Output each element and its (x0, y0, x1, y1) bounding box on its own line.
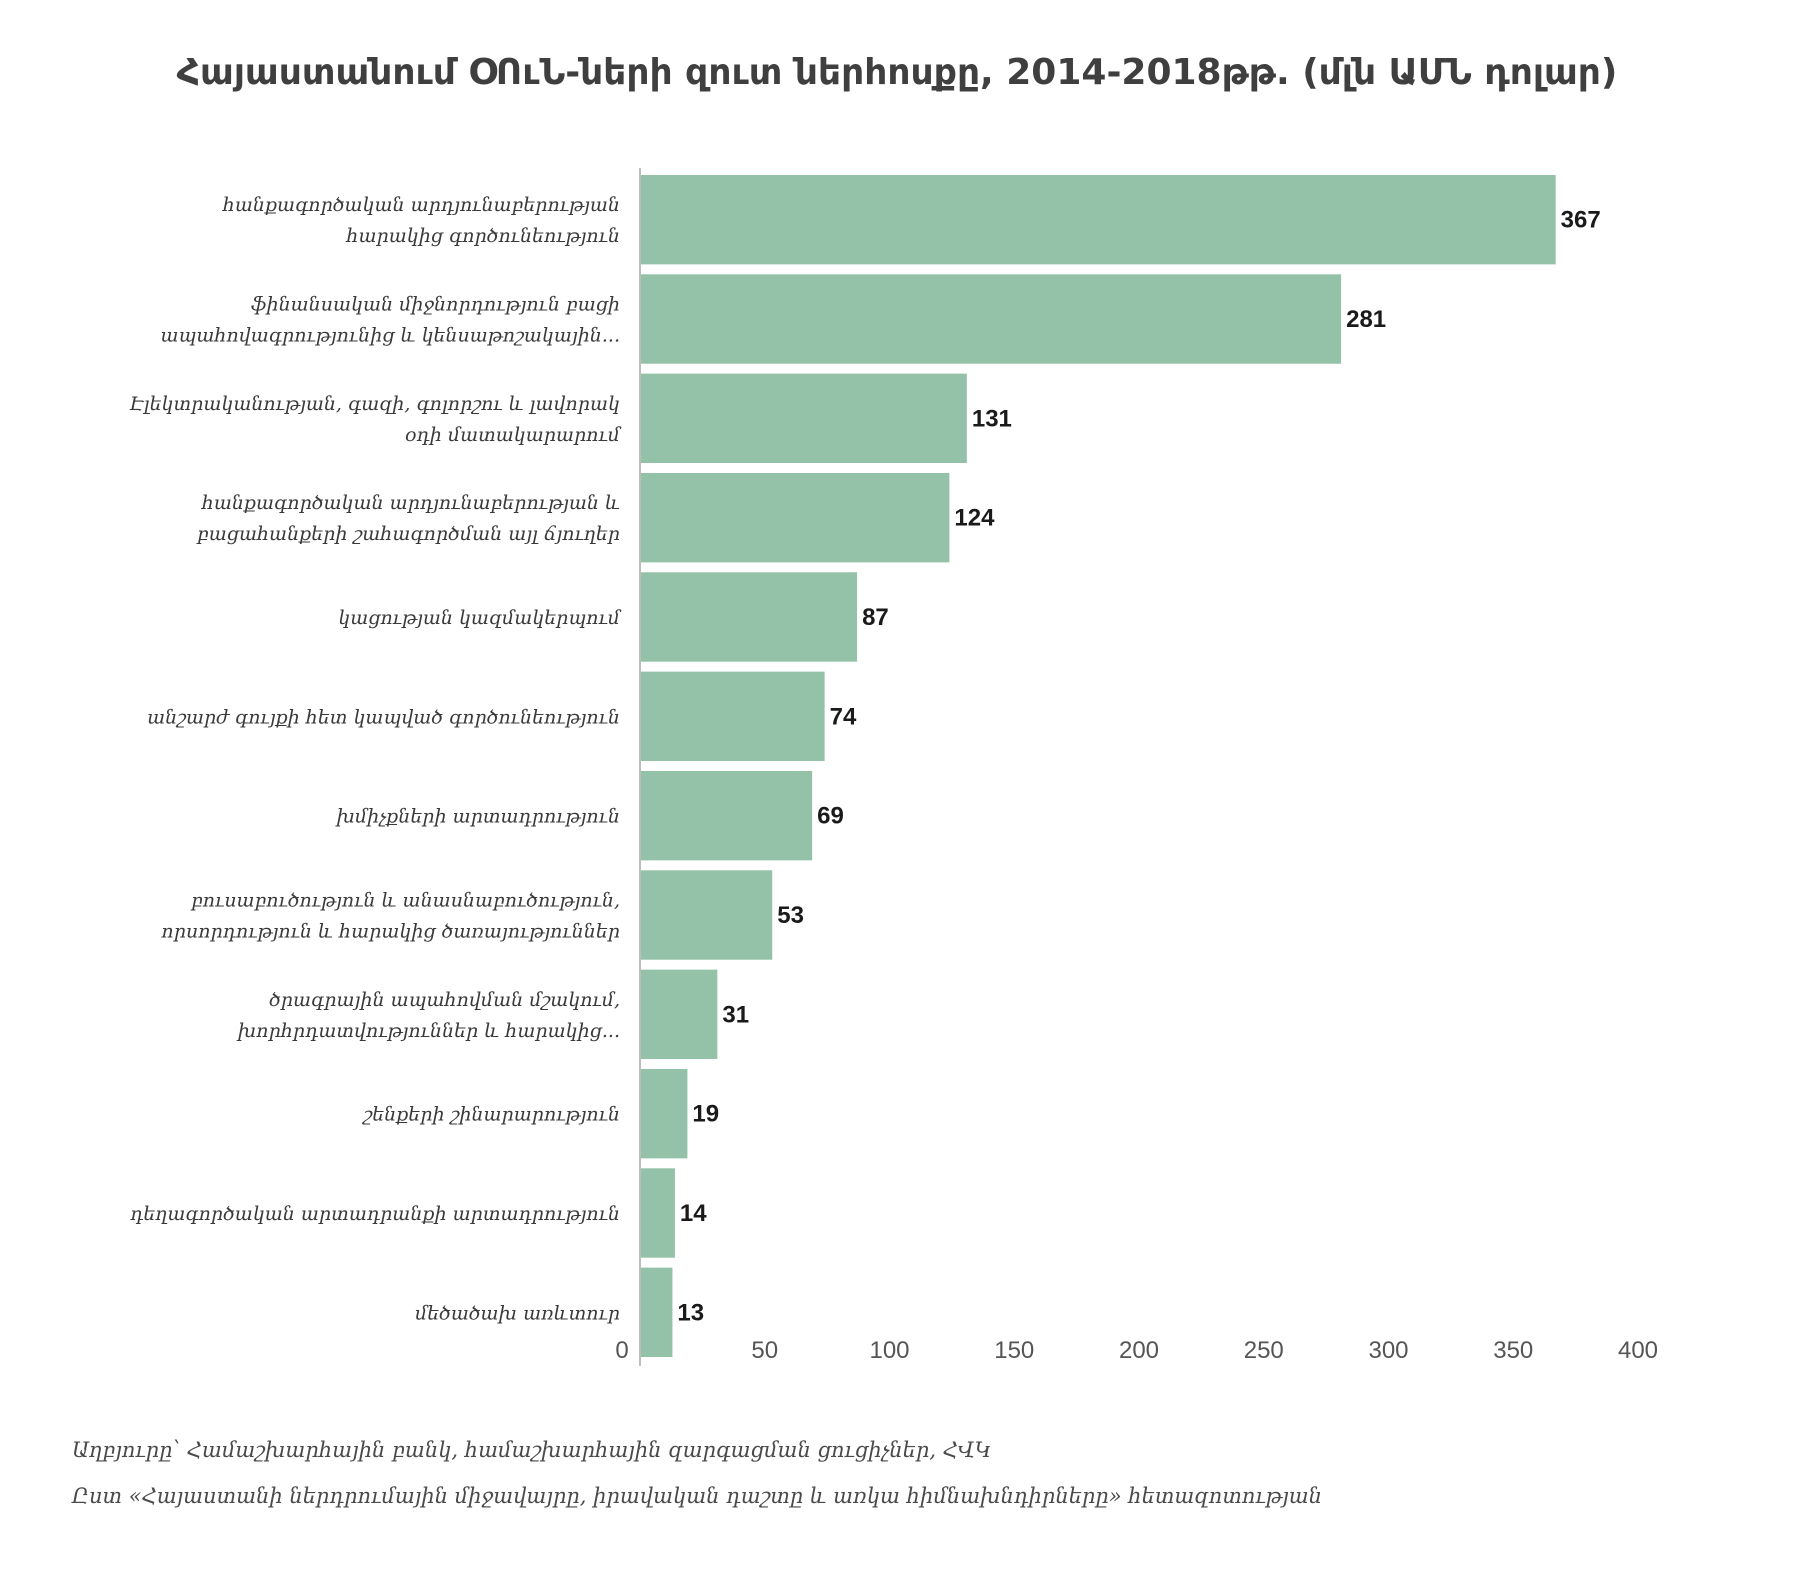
category-label: հանքագործական արդյունաբերության և (201, 492, 620, 514)
x-tick-label: 300 (1368, 1337, 1408, 1364)
bar (640, 671, 825, 762)
x-tick-label: 350 (1493, 1337, 1533, 1364)
bar (640, 472, 950, 563)
category-label: դեղագործական արտադրանքի արտադրություն (130, 1203, 620, 1225)
category-label: հանքագործական արդյունաբերության (222, 194, 620, 216)
category-label: անշարժ գույքի հետ կապված գործունեություն (147, 706, 620, 728)
category-label: մեծածախ առևտուր (415, 1302, 620, 1324)
category-label: կացության կազմակերպում (338, 607, 621, 629)
bar (640, 373, 967, 464)
x-tick-label: 400 (1618, 1337, 1658, 1364)
category-label: հարակից գործունեություն (345, 225, 620, 247)
category-label: որսորդություն և հարակից ծառայություններ (160, 921, 620, 943)
bar (640, 174, 1556, 265)
x-tick-label: 100 (869, 1337, 909, 1364)
category-label: Էլեկտրականության, գազի, գոլորշու և լավոր… (129, 393, 620, 415)
bar (640, 969, 718, 1060)
category-label: ապահովագրությունից և կենսաթոշակային... (160, 325, 620, 347)
data-label: 31 (722, 1001, 749, 1028)
x-tick-label: 200 (1119, 1337, 1159, 1364)
category-label: ծրագրային ապահովման մշակում, (269, 989, 620, 1011)
bar (640, 572, 858, 662)
bar (640, 770, 813, 861)
source-note: Աղբյուրը՝ Համաշխարհային բանկ, համաշխարհա… (72, 1438, 992, 1462)
data-label: 69 (817, 803, 844, 830)
category-label: բուսաբուծություն և անասնաբուծություն, (190, 890, 620, 912)
data-label: 74 (830, 703, 857, 730)
bar (640, 1168, 675, 1258)
category-label: շենքերի շինարարություն (361, 1104, 620, 1126)
data-label: 13 (677, 1299, 704, 1326)
bar (640, 1267, 673, 1358)
data-label: 19 (692, 1101, 719, 1128)
data-label: 53 (777, 902, 804, 929)
category-label: օդի մատակարարում (405, 424, 622, 446)
data-label: 281 (1346, 306, 1386, 333)
data-label: 87 (862, 604, 889, 631)
x-tick-label: 250 (1244, 1337, 1284, 1364)
x-tick-label: 150 (994, 1337, 1034, 1364)
study-note: Ըստ «Հայաստանի ներդրումային միջավայրը, ի… (72, 1484, 1323, 1508)
category-label: խմիչքների արտադրություն (334, 806, 620, 828)
bar (640, 274, 1342, 364)
category-label: բացահանքերի շահագործման այլ ճյուղեր (196, 523, 620, 545)
x-tick-label: 50 (751, 1337, 778, 1364)
category-label: խորհրդատվություններ և հարակից... (236, 1020, 620, 1042)
data-label: 14 (680, 1200, 707, 1227)
bar (640, 1068, 688, 1159)
data-label: 367 (1561, 207, 1601, 234)
bar (640, 870, 773, 960)
x-tick-label: 0 (615, 1337, 628, 1364)
chart-title: Հայաստանում ՕՈւՆ-ների զուտ ներհոսքը, 201… (176, 52, 1618, 93)
category-label: ֆինանսական միջնորդություն բացի (251, 294, 620, 316)
data-label: 124 (954, 505, 995, 532)
data-label: 131 (972, 405, 1012, 432)
